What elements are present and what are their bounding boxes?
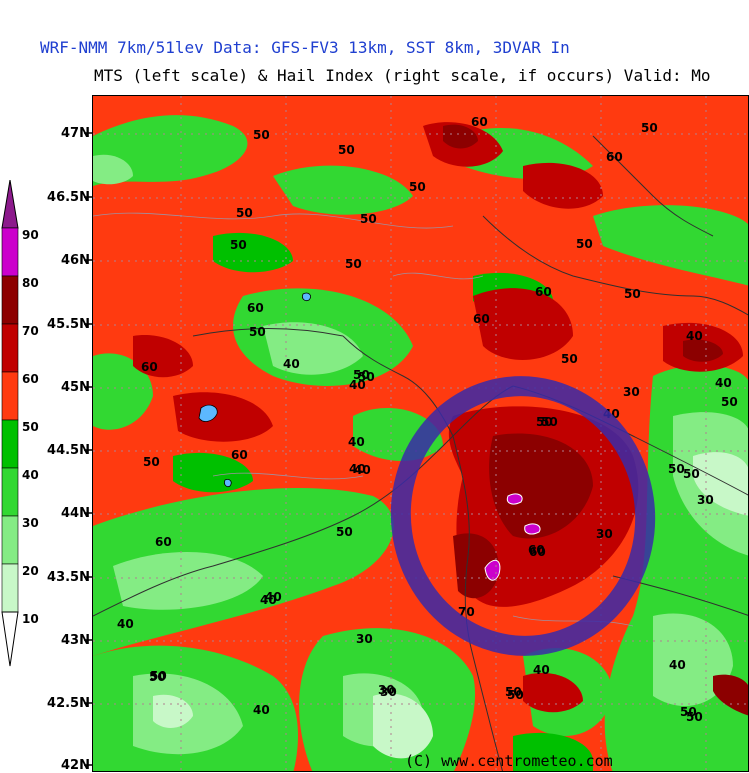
colorbar-band-70 [1,323,19,373]
contour-label: 50 [150,669,167,683]
colorbar-tick-60: 60 [22,372,39,386]
colorbar-bottom-arrow [1,611,19,667]
map-canvas: 50 50 60 50 50 50 50 60 50 50 60 50 60 5… [93,96,748,771]
lat-ticks [84,132,92,766]
contour-label: 40 [260,593,277,607]
contour-label: 40 [669,658,686,672]
contour-label: 30 [356,632,373,646]
colorbar-band-20 [1,563,19,613]
contour-lines [93,212,634,627]
colorbar [1,180,19,667]
colorbar-tick-10: 10 [22,612,39,626]
colorbar-tick-90: 90 [22,228,39,242]
model-title: WRF-NMM 7km/51lev Data: GFS-FV3 13km, SS… [40,38,570,57]
colorbar-tick-70: 70 [22,324,39,338]
colorbar-tick-20: 20 [22,564,39,578]
lat-label-44-5n: 44.5N [47,443,90,458]
contour-label: 50 [561,352,578,366]
contour-label: 40 [253,703,270,717]
colorbar-band-50 [1,419,19,469]
colorbar-tick-80: 80 [22,276,39,290]
contour-label: 50 [249,325,266,339]
colorbar-band-80 [1,275,19,325]
contour-label: 30 [380,685,397,699]
credit-text: (C) www.centrometeo.com [405,752,613,770]
lat-label-45-5n: 45.5N [47,317,90,332]
lat-label-46n: 46N [61,253,90,268]
contour-label: 60 [231,448,248,462]
lat-label-44n: 44N [61,506,90,521]
contour-label: 40 [533,663,550,677]
colorbar-tick-30: 30 [22,516,39,530]
contour-label: 40 [117,617,134,631]
contour-label: 60 [535,285,552,299]
contour-label: 50 [668,462,685,476]
contour-label: 50 [507,688,524,702]
contour-label: 60 [529,545,546,559]
contour-label: 60 [141,360,158,374]
lat-label-43-5n: 43.5N [47,570,90,585]
colorbar-top-arrow [1,180,19,229]
contour-label: 30 [378,683,395,697]
colorbar-tick-50: 50 [22,420,39,434]
contour-label: 60 [528,543,545,557]
contour-label: 50 [360,212,377,226]
lat-label-46-5n: 46.5N [47,190,90,205]
lat-label-43n: 43N [61,633,90,648]
contour-label: 60 [606,150,623,164]
contour-label: 30 [623,385,640,399]
contour-label: 50 [149,670,166,684]
contour-label: 50 [505,685,522,699]
green-pale-regions [153,452,748,759]
contour-label: 50 [536,415,553,429]
contour-label: 40 [715,376,732,390]
contour-label: 50 [680,705,697,719]
contour-label: 50 [641,121,658,135]
maroon-regions [443,124,748,716]
colorbar-band-60 [1,371,19,421]
contour-label: 40 [349,378,366,392]
contour-label: 50 [143,455,160,469]
contour-label: 50 [338,143,355,157]
contour-label: 40 [265,590,282,604]
contour-label: 60 [247,301,264,315]
contour-label: 30 [697,493,714,507]
contour-label: 40 [354,463,371,477]
contour-label: 40 [283,357,300,371]
lat-label-45n: 45N [61,380,90,395]
contour-label: 50 [686,710,703,724]
contour-label: 50 [236,206,253,220]
lat-label-42n: 42N [61,758,90,773]
contour-label: 50 [253,128,270,142]
contour-label: 60 [155,535,172,549]
contour-label: 50 [353,368,370,382]
lakes [198,292,311,488]
contour-label: 50 [345,257,362,271]
contour-label: 40 [349,462,366,476]
contour-label: 50 [358,370,375,384]
contour-label: 50 [409,180,426,194]
colorbar-tick-40: 40 [22,468,39,482]
lat-label-47n: 47N [61,126,90,141]
lat-label-42-5n: 42.5N [47,696,90,711]
contour-label: 50 [683,467,700,481]
colorbar-band-30 [1,515,19,565]
contour-label: 40 [348,435,365,449]
colorbar-band-40 [1,467,19,517]
contour-label: 50 [624,287,641,301]
contour-label: 50 [576,237,593,251]
contour-label: 50 [336,525,353,539]
contour-label: 50 [721,395,738,409]
field-title: MTS (left scale) & Hail Index (right sca… [94,66,711,85]
forecast-map: 50 50 60 50 50 50 50 60 50 50 60 50 60 5… [92,95,749,772]
contour-label: 60 [473,312,490,326]
contour-labels: 50 50 60 50 50 50 50 60 50 50 60 50 60 5… [117,115,738,724]
annotation-circle [390,376,656,656]
colorbar-band-90 [1,227,19,277]
contour-label: 40 [686,329,703,343]
contour-label: 60 [471,115,488,129]
contour-label: 50 [541,415,558,429]
contour-label: 30 [596,527,613,541]
contour-label: 50 [230,238,247,252]
